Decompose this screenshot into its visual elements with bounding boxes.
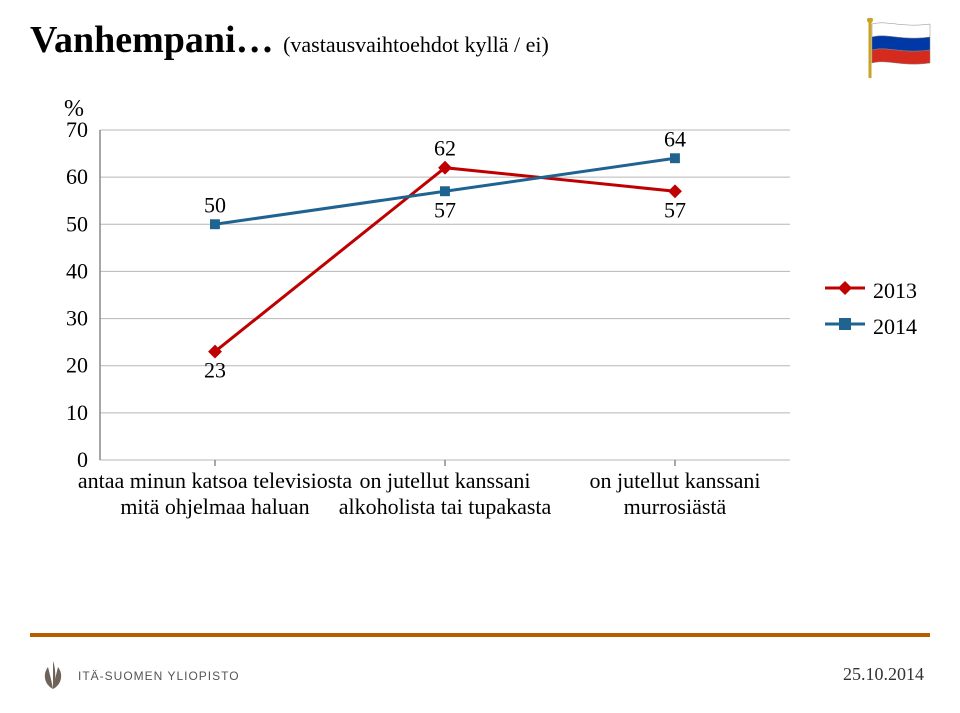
org-text: ITÄ-SUOMEN YLIOPISTO <box>78 669 240 683</box>
title-sub: (vastausvaihtoehdot kyllä / ei) <box>283 32 549 57</box>
footer-accent-line <box>30 633 930 637</box>
svg-text:10: 10 <box>66 400 88 425</box>
legend-item: 2013 <box>825 276 917 306</box>
svg-text:60: 60 <box>66 164 88 189</box>
category-label: on jutellut kanssani <box>589 468 760 493</box>
marker-diamond-icon <box>825 276 865 306</box>
chart-legend: 2013 2014 <box>825 270 917 348</box>
legend-label: 2014 <box>873 314 917 340</box>
data-label: 23 <box>204 358 226 383</box>
flag-russia <box>858 18 938 78</box>
svg-text:50: 50 <box>66 211 88 236</box>
marker-square-icon <box>210 219 220 229</box>
marker-square-icon <box>825 312 865 342</box>
category-label: mitä ohjelmaa haluan <box>120 494 309 519</box>
legend-item: 2014 <box>825 312 917 342</box>
title-main: Vanhempani… <box>30 19 274 61</box>
marker-square-icon <box>440 186 450 196</box>
marker-square-icon <box>670 153 680 163</box>
category-label: murrosiästä <box>624 494 727 519</box>
category-label: antaa minun katsoa televisiosta <box>78 468 353 493</box>
line-chart: 010203040506070502362576457antaa minun k… <box>40 130 810 550</box>
marker-diamond-icon <box>668 184 682 198</box>
data-label: 50 <box>204 192 226 217</box>
data-label: 57 <box>434 197 456 222</box>
data-label: 57 <box>664 197 686 222</box>
data-label: 64 <box>664 126 686 151</box>
org-logo: ITÄ-SUOMEN YLIOPISTO <box>36 659 240 693</box>
svg-text:30: 30 <box>66 306 88 331</box>
slide-footer: ITÄ-SUOMEN YLIOPISTO 25.10.2014 <box>0 633 960 693</box>
slide-title: Vanhempani… (vastausvaihtoehdot kyllä / … <box>30 18 549 62</box>
legend-label: 2013 <box>873 278 917 304</box>
svg-text:20: 20 <box>66 353 88 378</box>
category-label: on jutellut kanssani <box>359 468 530 493</box>
svg-text:70: 70 <box>66 117 88 142</box>
data-label: 62 <box>434 136 456 161</box>
category-label: alkoholista tai tupakasta <box>339 494 552 519</box>
footer-date: 25.10.2014 <box>843 664 924 685</box>
svg-text:40: 40 <box>66 258 88 283</box>
slide: Vanhempani… (vastausvaihtoehdot kyllä / … <box>0 0 960 713</box>
